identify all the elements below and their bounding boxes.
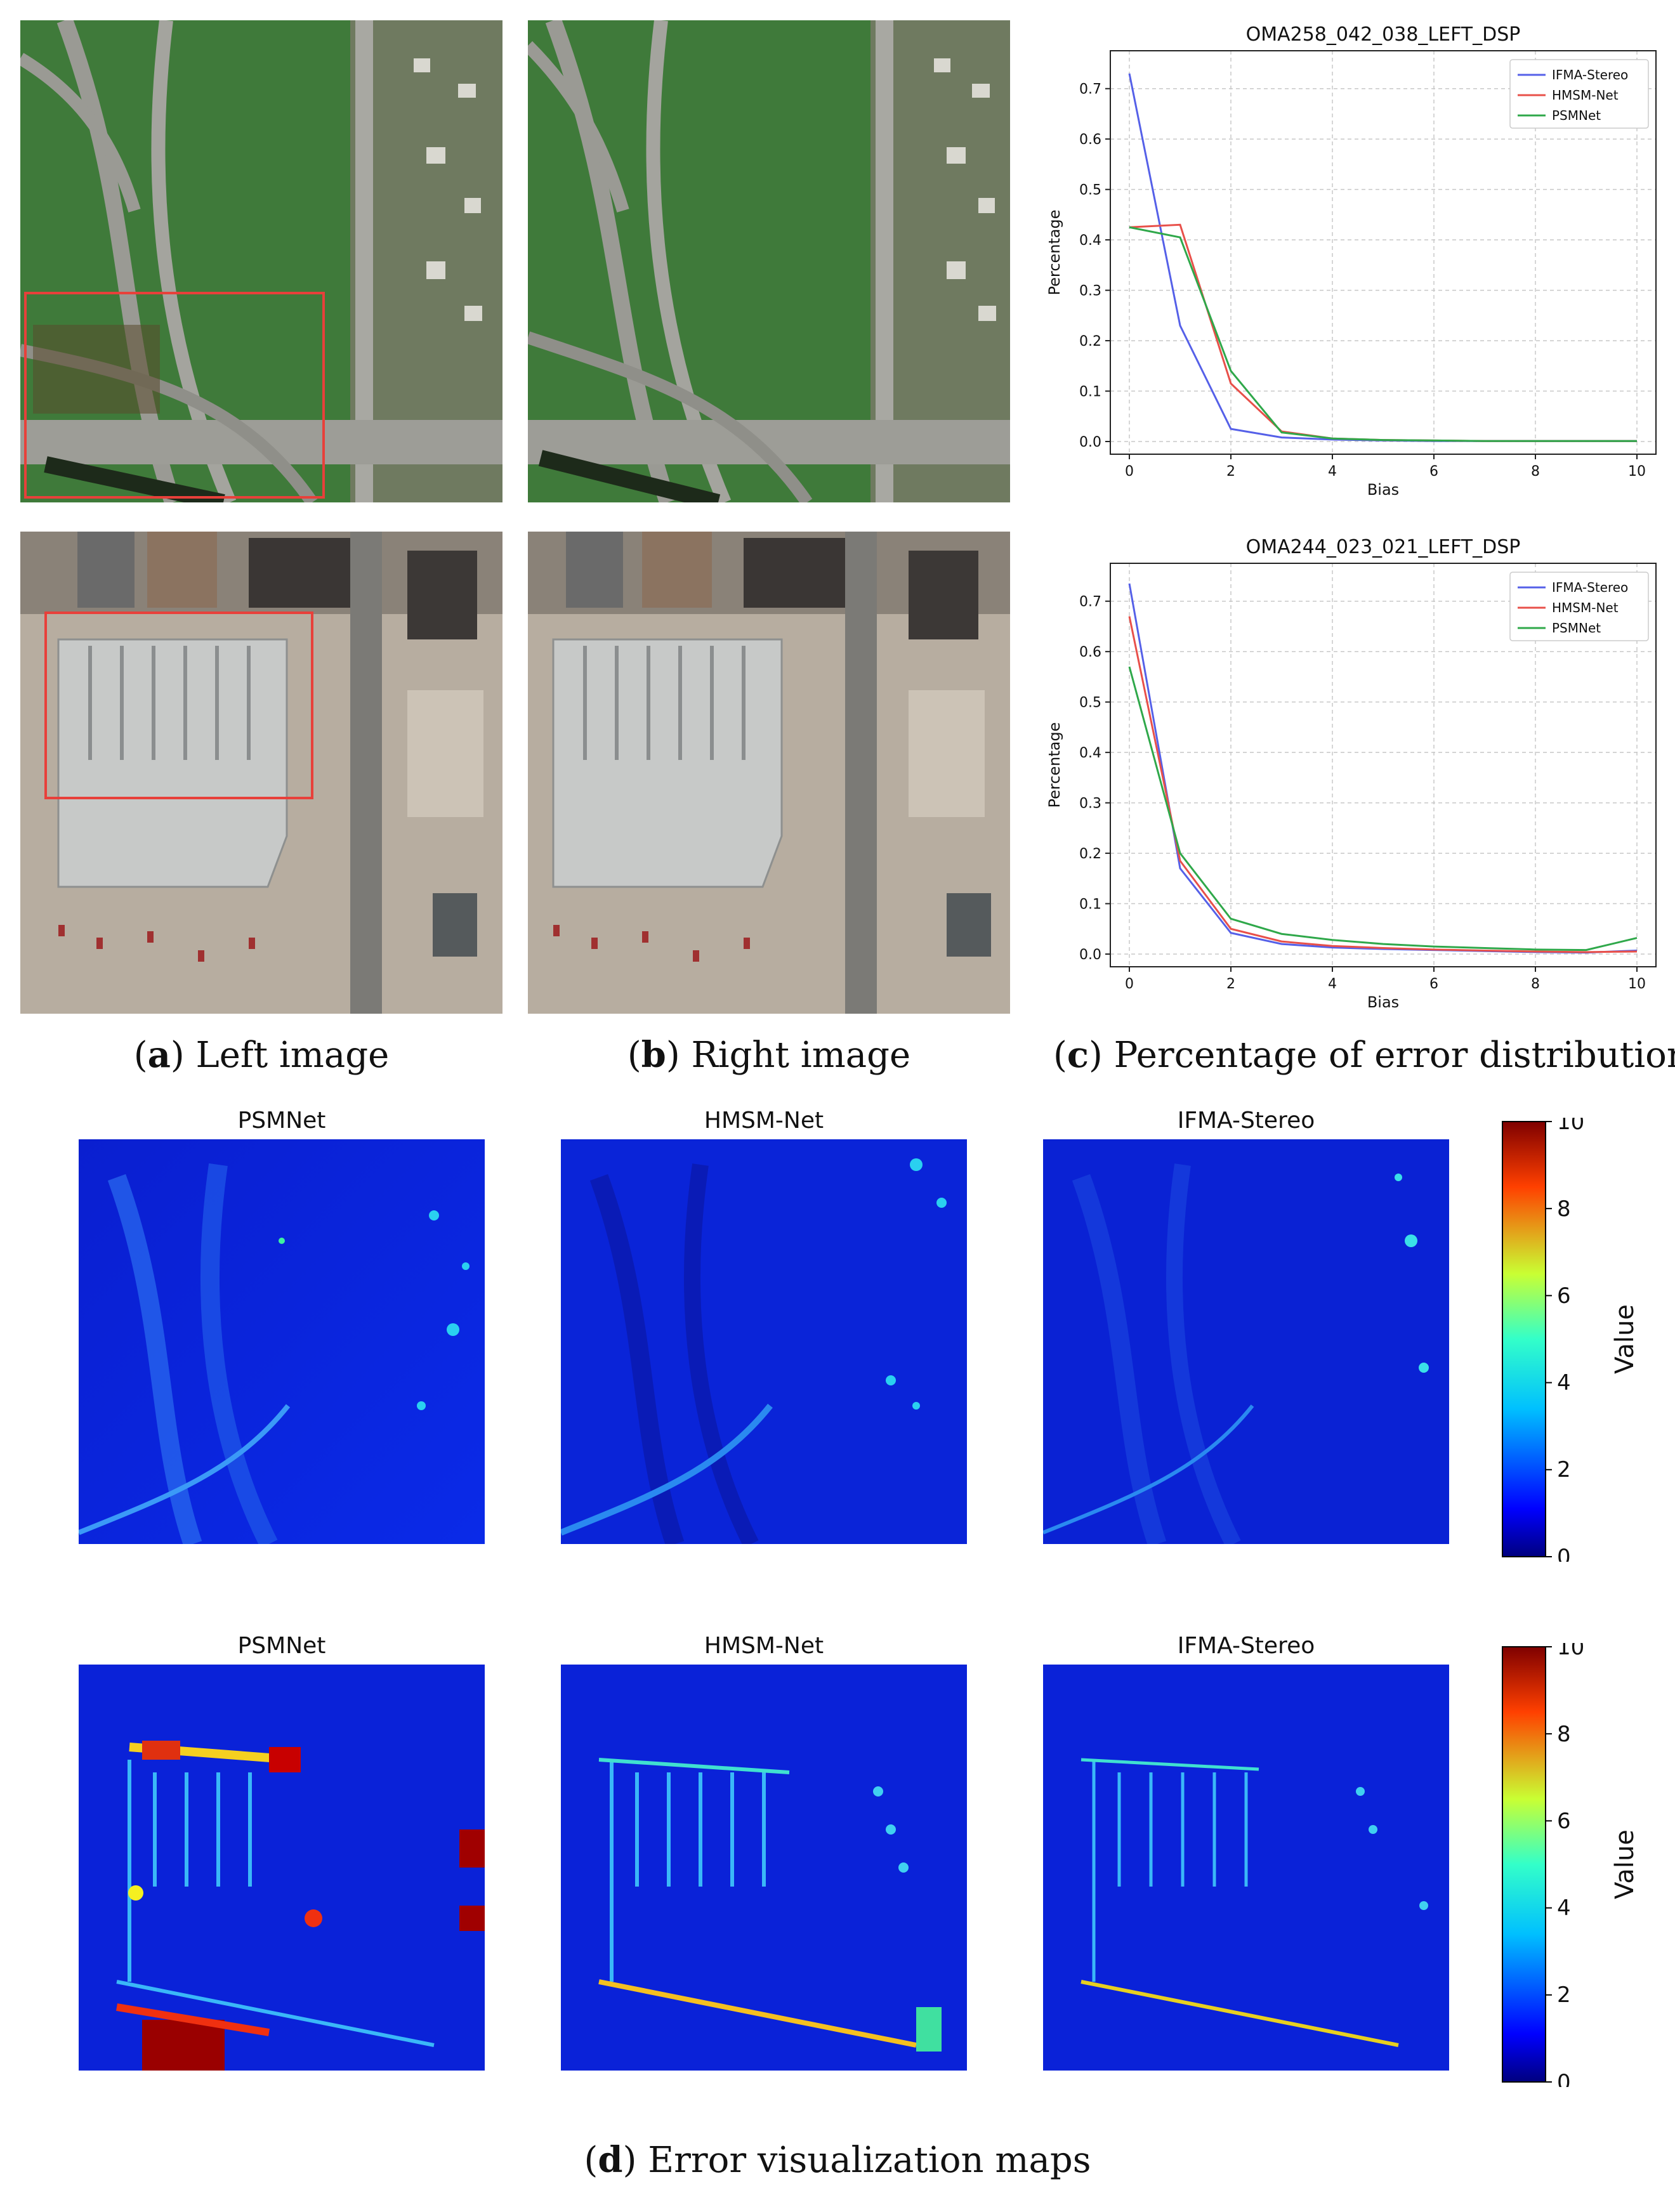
error-distribution-chart-1: OMA258_042_038_LEFT_DSP 0 2 4 6 8 10 0.0 0.1 0.2 0… [1034,15,1669,510]
legend-label: PSMNet [1552,620,1601,636]
x-tick-label: 6 [1429,464,1438,480]
plot-area [1110,50,1657,455]
y-tick-label: 0.4 [1079,745,1101,761]
legend [1509,59,1649,129]
colorbar-2: 0 2 4 6 8 10 Value [1500,1635,1652,2095]
chart-title: OMA244_023_021_LEFT_DSP [1246,536,1521,558]
map-title-r2-c3: IFMA-Stereo [1177,1633,1315,1659]
error-map-ifmastereo-2 [1043,1665,1449,2071]
x-tick-label: 2 [1226,464,1235,480]
x-tick-label: 6 [1429,976,1438,992]
colorbar-1-tick-10: 10 [1557,1118,1584,1135]
colorbar-1-tick-8: 8 [1557,1196,1571,1222]
colorbar-2-tick-10: 10 [1557,1643,1584,1660]
series-line-psmnet [1129,226,1637,442]
caption-a: (a) Left image [133,1034,390,1076]
y-tick-label: 0.5 [1079,695,1101,711]
x-tick-label: 8 [1531,464,1540,480]
map-title-r2-c2: HMSM-Net [704,1633,824,1659]
y-tick-label: 0.2 [1079,334,1101,350]
legend-label: HMSM-Net [1552,600,1619,615]
y-axis-label: Percentage [1046,209,1063,295]
colorbar-2-tick-8: 8 [1557,1722,1571,1747]
legend-label: HMSM-Net [1552,88,1619,103]
colorbar-1-tick-2: 2 [1557,1457,1571,1482]
series-line-hmsm-net [1129,223,1637,442]
series-line-ifma-stereo [1128,73,1637,442]
colorbar-2-label: Value [1610,1829,1639,1899]
y-tick-label: 0.7 [1079,82,1101,98]
x-tick-label: 2 [1226,976,1235,992]
right-image-highway [528,20,1010,502]
x-tick-label: 4 [1328,464,1337,480]
x-axis-label: Bias [1367,481,1399,499]
caption-d: (d) Error visualization maps [584,2139,1091,2181]
chart-title: OMA258_042_038_LEFT_DSP [1246,23,1521,46]
error-map-psmnet-1 [79,1139,485,1544]
colorbar-2-tick-4: 4 [1557,1895,1571,1921]
caption-c: (c) Percentage of error distribution [1053,1034,1675,1076]
colorbar-1-tick-4: 4 [1557,1370,1571,1396]
colorbar-1-tick-6: 6 [1557,1283,1571,1309]
y-tick-label: 0.4 [1079,233,1101,249]
x-tick-label: 0 [1125,976,1134,992]
y-tick-label: 0.0 [1079,947,1101,963]
left-image-highway [20,20,503,502]
legend-label: PSMNet [1552,108,1601,123]
colorbar-1-label: Value [1610,1304,1639,1374]
map-title-r2-c1: PSMNet [237,1633,326,1659]
right-image-building [528,532,1010,1014]
x-tick-label: 4 [1328,976,1337,992]
y-tick-label: 0.2 [1079,846,1101,862]
x-tick-label: 0 [1125,464,1134,480]
y-tick-label: 0.0 [1079,435,1101,450]
legend-label: IFMA-Stereo [1552,580,1628,595]
error-map-hmsmnet-2 [561,1665,967,2071]
colorbar-2-tick-0: 0 [1557,2070,1571,2087]
y-tick-label: 0.7 [1079,594,1101,610]
map-title-r1-c2: HMSM-Net [704,1108,824,1134]
x-tick-label: 10 [1628,976,1646,992]
y-tick-label: 0.1 [1079,384,1101,400]
series-line-hmsm-net [1128,616,1638,953]
error-map-hmsmnet-1 [561,1139,967,1544]
map-title-r1-c1: PSMNet [237,1108,326,1134]
colorbar-1-tick-0: 0 [1557,1545,1571,1562]
series-line-psmnet [1128,666,1638,952]
y-tick-label: 0.3 [1079,796,1101,812]
y-tick-label: 0.3 [1079,284,1101,299]
plot-area [1110,563,1657,967]
legend-label: IFMA-Stereo [1552,67,1628,82]
colorbar-2-tick-6: 6 [1557,1809,1571,1834]
error-distribution-chart-2: OMA244_023_021_LEFT_DSP 0 2 4 6 8 10 0.0 0.1 0.2 0… [1034,528,1669,1023]
error-map-psmnet-2 [79,1665,485,2071]
left-image-building [20,532,503,1014]
map-title-r1-c3: IFMA-Stereo [1177,1108,1315,1134]
y-tick-label: 0.6 [1079,645,1101,660]
colorbar-2-tick-2: 2 [1557,1982,1571,2008]
x-tick-label: 10 [1628,464,1646,480]
x-axis-label: Bias [1367,993,1399,1011]
y-axis-label: Percentage [1046,722,1063,808]
y-tick-label: 0.5 [1079,183,1101,199]
caption-b: (b) Right image [627,1034,911,1076]
colorbar-1: 0 2 4 6 8 10 Value [1500,1109,1652,1570]
error-map-ifmastereo-1 [1043,1139,1449,1544]
legend [1509,572,1649,641]
x-tick-label: 8 [1531,976,1540,992]
y-tick-label: 0.1 [1079,897,1101,913]
y-tick-label: 0.6 [1079,132,1101,148]
